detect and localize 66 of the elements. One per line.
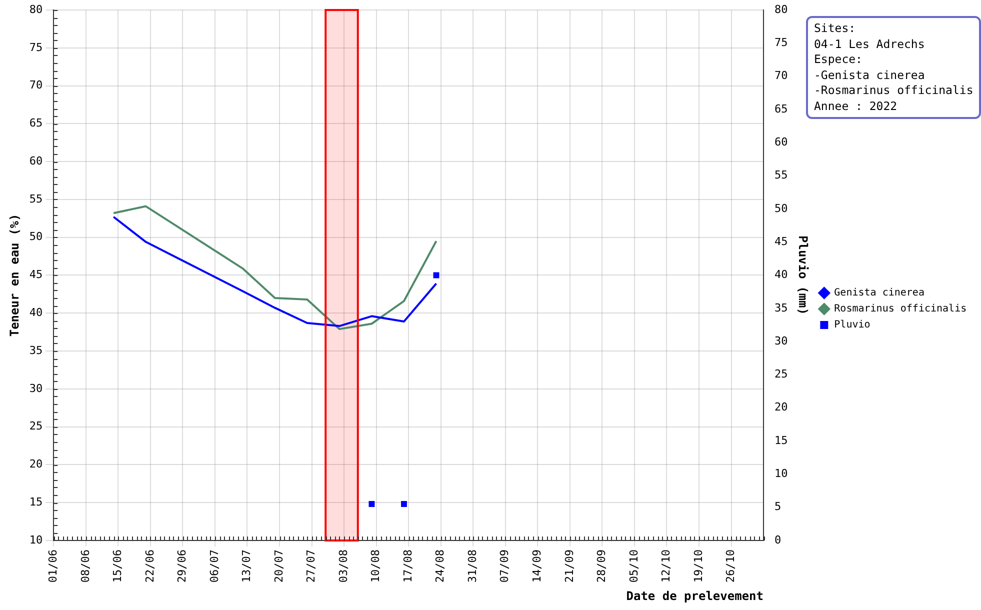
y2-axis-title: Pluvio (mm) — [796, 236, 810, 315]
y-tick-label: 20 — [29, 458, 43, 471]
y2-tick-label: 0 — [774, 533, 782, 546]
text: Sites: — [814, 21, 857, 36]
x-tick-label: 03/08 — [336, 549, 350, 583]
y2-tick-label: 55 — [774, 168, 788, 182]
y2-tick-label: 30 — [774, 334, 788, 348]
text: -Genista cinerea — [814, 68, 926, 83]
y2-tick-label: 25 — [774, 368, 788, 381]
x-tick-label: 21/09 — [562, 549, 576, 583]
y2-tick-label: 5 — [774, 500, 782, 514]
y-tick-label: 75 — [29, 40, 43, 54]
y2-tick-label: 35 — [774, 301, 788, 314]
y-tick-label: 25 — [29, 420, 43, 433]
x-tick-label: 20/07 — [272, 549, 286, 583]
y2-tick-label: 70 — [774, 69, 788, 82]
x-tick-label: 05/10 — [627, 549, 640, 583]
x-tick-label: 14/09 — [530, 549, 544, 583]
x-tick-label: 27/07 — [304, 549, 318, 583]
y-tick-label: 45 — [29, 268, 43, 282]
text: -Rosmarinus officinalis — [814, 83, 974, 98]
y-tick-label: 30 — [29, 382, 43, 395]
x-tick-label: 26/10 — [724, 549, 738, 583]
y2-tick-label: 50 — [774, 202, 788, 215]
legend-label: Genista cinerea — [834, 288, 924, 299]
x-axis-title: Date de prelevement — [626, 588, 764, 603]
y-tick-label: 15 — [29, 495, 43, 508]
x-tick-label: 12/10 — [660, 549, 673, 583]
y-tick-label: 40 — [29, 306, 43, 319]
y-tick-label: 55 — [29, 192, 43, 206]
x-tick-label: 19/10 — [692, 549, 705, 583]
x-tick-label: 10/08 — [369, 549, 382, 583]
x-tick-label: 06/07 — [208, 549, 221, 583]
y2-tick-label: 20 — [774, 400, 788, 414]
y-tick-label: 50 — [29, 230, 43, 244]
x-tick-label: 08/06 — [78, 549, 92, 583]
x-tick-label: 28/09 — [595, 549, 608, 583]
text: Annee : 2022 — [814, 98, 898, 114]
y-tick-label: 70 — [29, 78, 43, 92]
y2-tick-label: 40 — [774, 268, 788, 282]
y-tick-label: 60 — [29, 154, 43, 168]
x-tick-label: 01/06 — [46, 549, 60, 583]
y2-tick-label: 15 — [774, 434, 788, 447]
text: 04-1 Les Adrechs — [814, 36, 926, 52]
y2-tick-label: 60 — [774, 135, 788, 148]
y-tick-label: 80 — [29, 2, 43, 16]
y2-tick-label: 45 — [774, 234, 788, 248]
x-tick-label: 24/08 — [434, 549, 447, 583]
y2-tick-label: 80 — [774, 2, 788, 16]
x-tick-label: 22/06 — [143, 549, 156, 583]
legend-label: Pluvio — [834, 320, 870, 331]
x-tick-label: 15/06 — [111, 549, 124, 583]
x-tick-label: 17/08 — [401, 549, 414, 583]
y-tick-label: 10 — [29, 533, 43, 546]
text: Espece: — [814, 52, 864, 68]
x-tick-label: 13/07 — [240, 549, 254, 583]
x-tick-label: 29/06 — [176, 549, 189, 583]
x-tick-label: 07/09 — [498, 549, 512, 583]
y-tick-label: 35 — [29, 344, 43, 357]
x-tick-label: 31/08 — [466, 549, 479, 583]
y-axis-title: Teneur en eau (%) — [7, 214, 22, 337]
y2-tick-label: 10 — [774, 467, 788, 480]
legend-label: Rosmarinus officinalis — [834, 304, 967, 315]
y2-tick-label: 65 — [774, 102, 788, 116]
y-tick-label: 65 — [29, 116, 43, 130]
y2-tick-label: 75 — [774, 36, 788, 50]
